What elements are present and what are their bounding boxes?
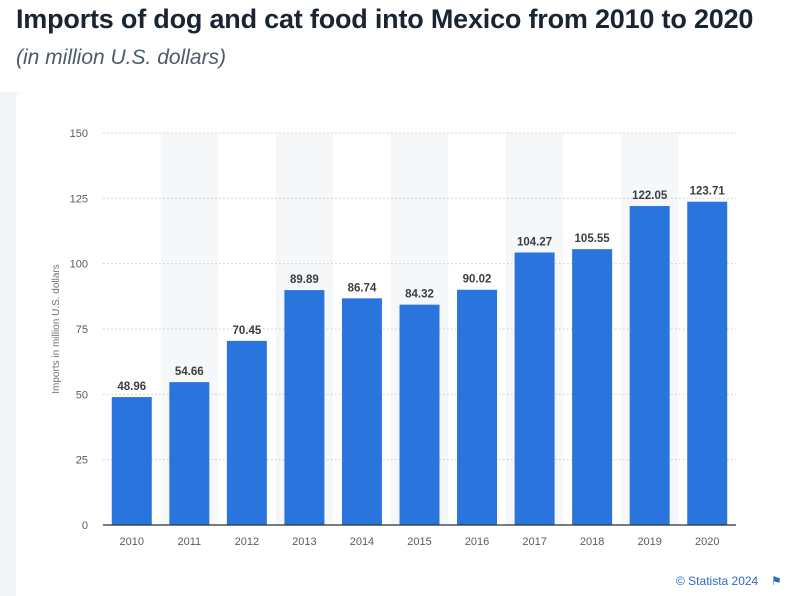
value-label: 105.55 xyxy=(575,233,611,245)
y-tick-label: 0 xyxy=(82,520,88,532)
bar-2011[interactable] xyxy=(169,382,210,525)
statista-credit-link[interactable]: © Statista 2024 xyxy=(676,574,759,588)
chart-subtitle: (in million U.S. dollars) xyxy=(16,46,227,69)
bar-2018[interactable] xyxy=(572,249,613,526)
value-label: 84.32 xyxy=(405,289,434,301)
bar-2019[interactable] xyxy=(629,206,670,525)
bar-2015[interactable] xyxy=(399,304,440,525)
y-axis-label: Imports in million U.S. dollars xyxy=(51,264,62,393)
bar-2010[interactable] xyxy=(111,397,152,525)
y-tick-label: 75 xyxy=(76,324,88,336)
bar-2016[interactable] xyxy=(457,289,498,525)
value-label: 48.96 xyxy=(117,381,146,393)
value-label: 123.71 xyxy=(690,186,726,198)
value-label: 86.74 xyxy=(348,282,377,294)
x-tick-label: 2012 xyxy=(235,536,259,548)
bars xyxy=(111,201,728,526)
x-tick-label: 2010 xyxy=(120,536,144,548)
x-tick-label: 2013 xyxy=(292,536,316,548)
flag-icon[interactable]: ⚑ xyxy=(771,574,782,588)
bar-2017[interactable] xyxy=(514,252,555,525)
value-label: 89.89 xyxy=(290,274,319,286)
x-tick-label: 2017 xyxy=(522,536,546,548)
x-tick-label: 2014 xyxy=(350,536,374,548)
y-tick-label: 125 xyxy=(70,193,88,205)
bar-2012[interactable] xyxy=(226,340,267,525)
y-tick-label: 100 xyxy=(70,259,88,271)
chart-title: Imports of dog and cat food into Mexico … xyxy=(16,4,754,34)
value-labels: 48.96 54.66 70.45 89.89 86.74 84.32 90.02 104.2… xyxy=(117,186,725,393)
bar-2013[interactable] xyxy=(284,290,325,525)
x-tick-label: 2018 xyxy=(580,536,604,548)
x-tick-labels: 2010 2011 2012 2013 2014 2015 2016 2017 2018 2019… xyxy=(120,536,720,548)
y-tick-labels: 0 25 50 75 100 125 150 xyxy=(70,128,88,532)
x-tick-label: 2020 xyxy=(695,536,719,548)
value-label: 90.02 xyxy=(463,274,492,286)
x-tick-label: 2011 xyxy=(177,536,201,548)
value-label: 70.45 xyxy=(232,325,261,337)
x-tick-label: 2019 xyxy=(637,536,661,548)
y-tick-label: 150 xyxy=(70,128,88,140)
y-tick-label: 25 xyxy=(76,455,88,467)
value-label: 122.05 xyxy=(632,190,668,202)
x-tick-label: 2015 xyxy=(407,536,431,548)
value-label: 54.66 xyxy=(175,366,204,378)
y-tick-label: 50 xyxy=(76,389,88,401)
bar-2020[interactable] xyxy=(687,201,728,525)
value-label: 104.27 xyxy=(517,237,552,249)
x-tick-label: 2016 xyxy=(465,536,489,548)
header xyxy=(0,0,800,92)
bar-2014[interactable] xyxy=(341,298,382,525)
